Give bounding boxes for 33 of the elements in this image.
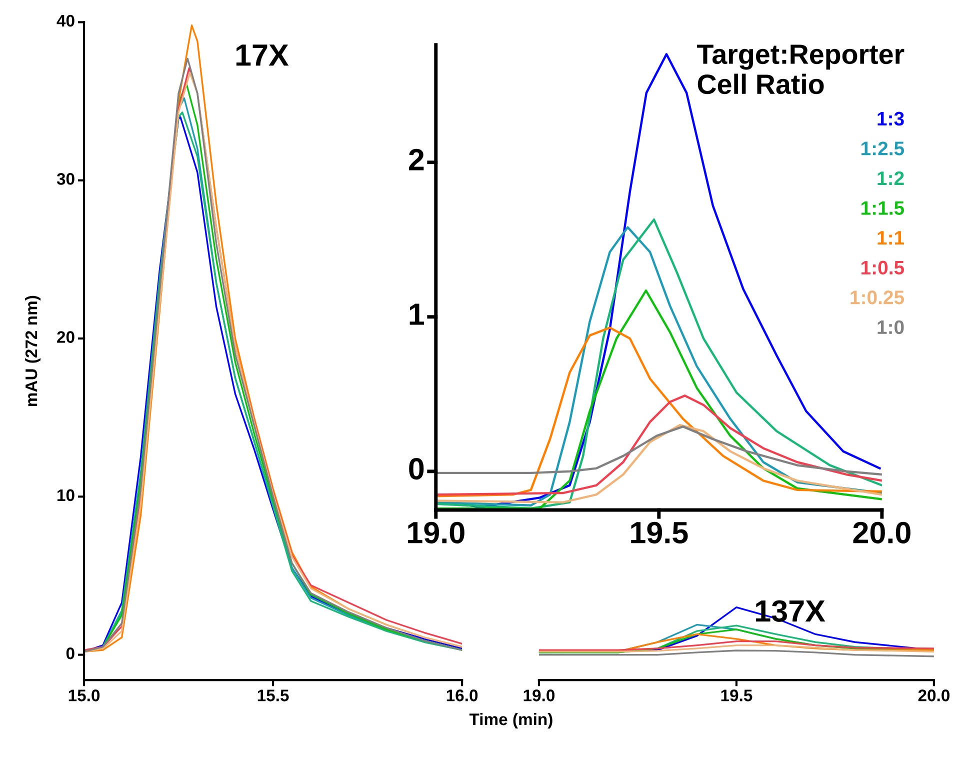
x-tick-label: 15.5 <box>258 690 289 702</box>
y-axis-title: mAU (272 nm) <box>25 296 41 406</box>
y-tick-label: 20 <box>57 331 74 343</box>
text: 1:3 <box>878 112 904 126</box>
y-tick-label: 0 <box>409 458 424 480</box>
text: 1:1.5 <box>861 201 904 215</box>
text: 1:0.5 <box>861 260 904 275</box>
x-tick-label: 20.0 <box>853 522 910 544</box>
text: 17X <box>236 44 289 66</box>
text: 1:1 <box>878 231 904 245</box>
x-tick-label: 19.5 <box>631 522 688 544</box>
line-series <box>436 425 882 476</box>
y-tick-label: 1 <box>410 304 424 325</box>
x-tick-label: 16.0 <box>446 690 478 702</box>
legend-title: Target:Reporter Cell Ratio <box>697 44 904 94</box>
line-series <box>436 394 882 496</box>
y-tick-label: 0 <box>66 647 74 660</box>
y-tick-label: 10 <box>58 489 74 502</box>
x-tick-label: 15.0 <box>68 690 100 702</box>
text: 1:0.25 <box>850 290 904 304</box>
text: 1:0 <box>878 320 904 334</box>
x-tick-label: 20.0 <box>918 690 950 702</box>
x-tick-label: 19.0 <box>408 522 464 544</box>
text: 1:2 <box>878 171 904 185</box>
text: 1:2.5 <box>861 142 904 156</box>
x-tick-label: 19.5 <box>721 690 752 702</box>
x-tick-label: 19.0 <box>524 690 555 702</box>
line-series <box>436 424 882 504</box>
text: 137X <box>756 600 826 622</box>
y-tick-label: 30 <box>56 173 74 185</box>
x-axis-title: Time (min) <box>469 712 552 729</box>
y-tick-label: 40 <box>56 14 74 27</box>
y-tick-label: 2 <box>408 148 424 170</box>
